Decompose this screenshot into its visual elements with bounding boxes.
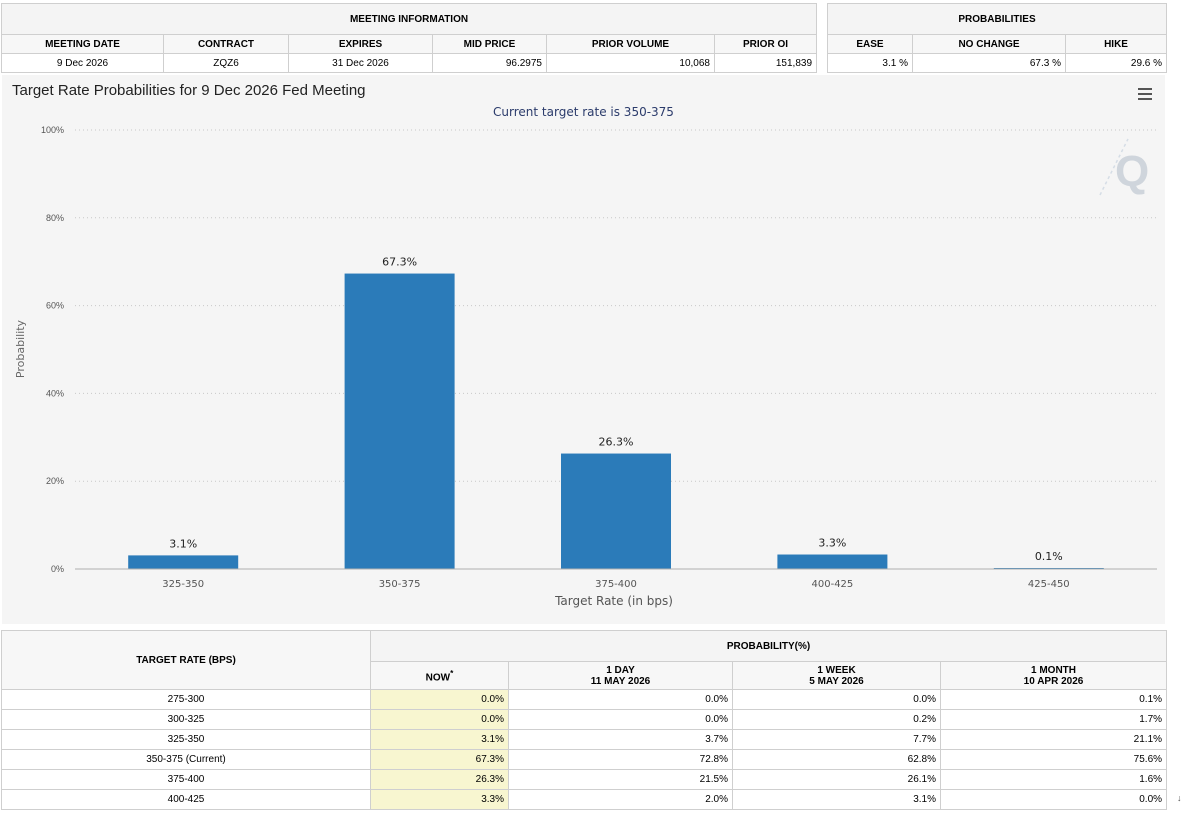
bar-375-400[interactable] bbox=[561, 453, 671, 569]
rate-cell: 350-375 (Current) bbox=[1, 749, 371, 770]
one-week-header: 1 WEEK 5 MAY 2026 bbox=[732, 661, 941, 690]
one-day-cell: 2.0% bbox=[508, 789, 733, 810]
now-header: NOW* bbox=[370, 661, 509, 690]
scroll-indicator[interactable]: ↓ bbox=[1177, 793, 1181, 803]
mid-price-header: MID PRICE bbox=[432, 34, 547, 54]
data-label: 3.3% bbox=[818, 537, 846, 550]
mid-price-value: 96.2975 bbox=[432, 53, 547, 73]
one-day-cell: 3.7% bbox=[508, 729, 733, 750]
now-cell: 0.0% bbox=[370, 689, 509, 710]
hike-value: 29.6 % bbox=[1064, 53, 1168, 73]
q-logo-icon: Q bbox=[1099, 138, 1149, 196]
meeting-info-table: MEETING INFORMATION MEETING DATE CONTRAC… bbox=[0, 3, 818, 73]
one-week-cell: 0.0% bbox=[732, 689, 941, 710]
one-week-cell: 7.7% bbox=[732, 729, 941, 750]
x-tick-label: 425-450 bbox=[1028, 579, 1070, 590]
now-cell: 0.0% bbox=[370, 709, 509, 730]
rate-cell: 275-300 bbox=[1, 689, 371, 710]
y-axis-label: Probability bbox=[14, 319, 27, 378]
one-month-header: 1 MONTH 10 APR 2026 bbox=[939, 661, 1168, 690]
ease-value: 3.1 % bbox=[827, 53, 913, 73]
now-cell: 3.3% bbox=[370, 789, 509, 810]
probability-group-header: PROBABILITY(%) bbox=[369, 630, 1168, 662]
one-month-cell: 0.0% bbox=[939, 789, 1168, 810]
one-day-cell: 0.0% bbox=[508, 689, 733, 710]
y-tick-label: 20% bbox=[46, 476, 64, 486]
probabilities-title: PROBABILITIES bbox=[826, 3, 1168, 35]
prior-oi-header: PRIOR OI bbox=[713, 34, 818, 54]
meeting-info-title: MEETING INFORMATION bbox=[0, 3, 818, 35]
y-tick-label: 60% bbox=[46, 301, 64, 311]
chart-subtitle: Current target rate is 350-375 bbox=[493, 105, 674, 119]
grid-lines bbox=[75, 129, 1157, 482]
x-tick-label: 350-375 bbox=[379, 579, 421, 590]
prior-volume-header: PRIOR VOLUME bbox=[546, 34, 715, 54]
now-cell: 26.3% bbox=[370, 769, 509, 790]
bar-325-350[interactable] bbox=[128, 555, 239, 569]
x-axis-label: Target Rate (in bps) bbox=[554, 594, 673, 608]
y-tick-label: 0% bbox=[51, 564, 64, 574]
one-month-cell: 21.1% bbox=[939, 729, 1168, 750]
one-day-cell: 0.0% bbox=[508, 709, 733, 730]
bar-350-375[interactable] bbox=[344, 273, 455, 569]
data-label: 26.3% bbox=[599, 436, 634, 449]
table-row: 275-300 0.0% 0.0% 0.0% 0.1% bbox=[1, 689, 1168, 710]
y-tick-label: 100% bbox=[41, 125, 64, 135]
one-week-cell: 3.1% bbox=[732, 789, 941, 810]
prior-volume-value: 10,068 bbox=[546, 53, 715, 73]
x-tick-label: 375-400 bbox=[595, 579, 637, 590]
one-week-cell: 26.1% bbox=[732, 769, 941, 790]
expires-value: 31 Dec 2026 bbox=[288, 53, 433, 73]
no-change-value: 67.3 % bbox=[912, 53, 1066, 73]
table-row: 400-425 3.3% 2.0% 3.1% 0.0% bbox=[1, 789, 1168, 810]
now-cell: 3.1% bbox=[370, 729, 509, 750]
expires-header: EXPIRES bbox=[288, 34, 433, 54]
rate-cell: 375-400 bbox=[1, 769, 371, 790]
one-day-cell: 21.5% bbox=[508, 769, 733, 790]
rate-cell: 325-350 bbox=[1, 729, 371, 750]
table-row: 300-325 0.0% 0.0% 0.2% 1.7% bbox=[1, 709, 1168, 730]
hike-header: HIKE bbox=[1064, 34, 1168, 54]
y-tick-label: 80% bbox=[46, 213, 64, 223]
prior-oi-value: 151,839 bbox=[713, 53, 818, 73]
x-tick-label: 325-350 bbox=[162, 579, 204, 590]
target-rate-header: TARGET RATE (BPS) bbox=[1, 630, 371, 690]
bar-chart: Q 3.1% 67.3% 26.3% 3.3% 0.1% 0% 20% 40% 60% 80% 1… bbox=[14, 125, 1157, 608]
contract-header: CONTRACT bbox=[163, 34, 289, 54]
one-month-cell: 1.6% bbox=[939, 769, 1168, 790]
svg-text:Q: Q bbox=[1115, 147, 1149, 196]
data-label: 67.3% bbox=[382, 256, 417, 269]
rate-cell: 300-325 bbox=[1, 709, 371, 730]
one-week-cell: 0.2% bbox=[732, 709, 941, 730]
chart-title: Target Rate Probabilities for 9 Dec 2026… bbox=[12, 82, 366, 99]
one-month-cell: 0.1% bbox=[939, 689, 1168, 710]
rate-cell: 400-425 bbox=[1, 789, 371, 810]
table-row: 350-375 (Current) 67.3% 72.8% 62.8% 75.6% bbox=[1, 749, 1168, 770]
y-tick-label: 40% bbox=[46, 388, 64, 398]
meeting-date-header: MEETING DATE bbox=[1, 34, 164, 54]
probabilities-table: PROBABILITIES EASE NO CHANGE HIKE 3.1 % … bbox=[826, 3, 1168, 73]
ease-header: EASE bbox=[827, 34, 913, 54]
no-change-header: NO CHANGE bbox=[912, 34, 1066, 54]
one-month-cell: 1.7% bbox=[939, 709, 1168, 730]
contract-value: ZQZ6 bbox=[163, 53, 289, 73]
now-cell: 67.3% bbox=[370, 749, 509, 770]
bar-400-425[interactable] bbox=[777, 554, 888, 569]
table-row: 375-400 26.3% 21.5% 26.1% 1.6% bbox=[1, 769, 1168, 790]
table-row: 325-350 3.1% 3.7% 7.7% 21.1% bbox=[1, 729, 1168, 750]
menu-icon[interactable] bbox=[1138, 88, 1152, 100]
x-tick-label: 400-425 bbox=[812, 579, 854, 590]
data-label: 0.1% bbox=[1035, 550, 1063, 563]
chart-panel: Q 3.1% 67.3% 26.3% 3.3% 0.1% 0% 20% 40% 60% 80% 1… bbox=[2, 75, 1165, 624]
one-month-cell: 75.6% bbox=[939, 749, 1168, 770]
data-label: 3.1% bbox=[169, 537, 197, 550]
meeting-date-value: 9 Dec 2026 bbox=[1, 53, 164, 73]
one-day-header: 1 DAY 11 MAY 2026 bbox=[508, 661, 733, 690]
one-week-cell: 62.8% bbox=[732, 749, 941, 770]
one-day-cell: 72.8% bbox=[508, 749, 733, 770]
rate-probabilities-table: TARGET RATE (BPS) PROBABILITY(%) NOW* 1 … bbox=[1, 630, 1168, 810]
